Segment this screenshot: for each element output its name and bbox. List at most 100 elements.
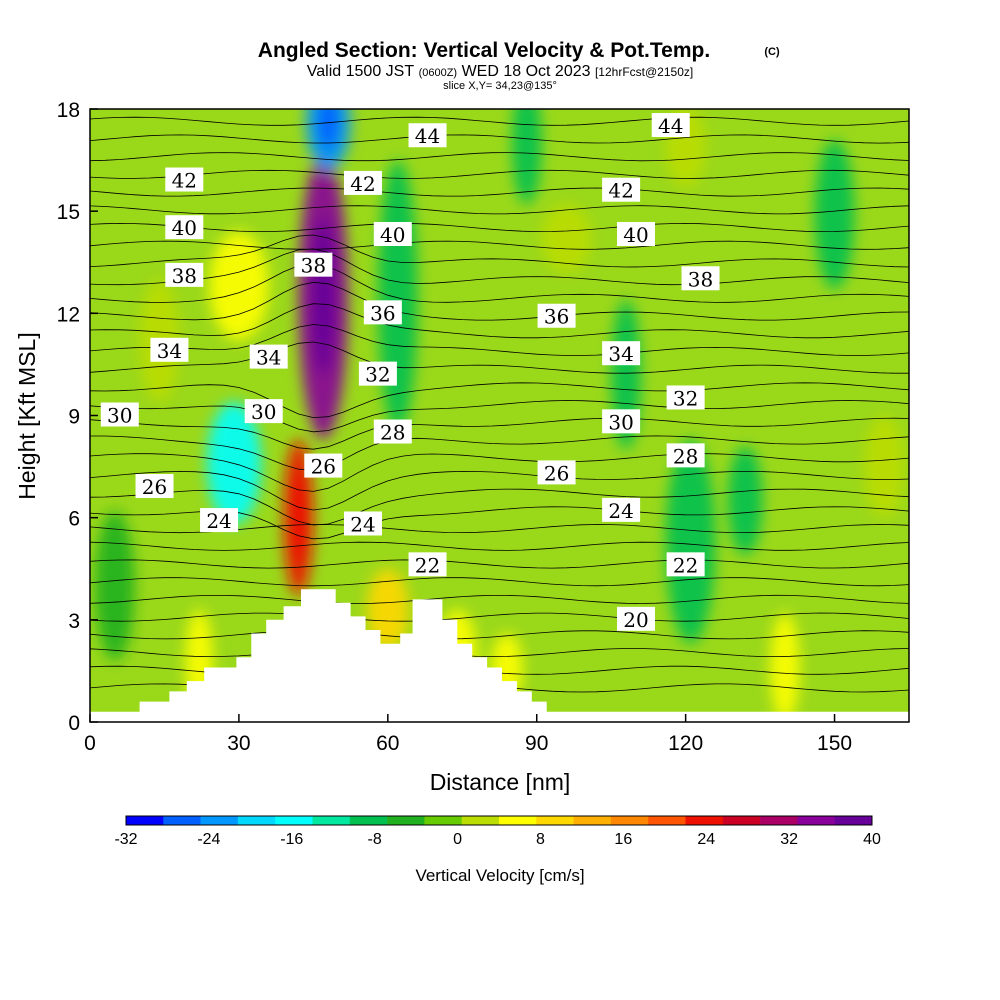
colorbar-swatch <box>461 816 500 825</box>
contour-label: 24 <box>344 511 382 536</box>
theta-contour-line <box>90 116 909 126</box>
contour-label: 40 <box>373 222 412 247</box>
colorbar-swatch <box>685 816 724 825</box>
theta-contour-line <box>90 559 909 569</box>
y-axis-label: Height [Kft MSL] <box>14 332 40 499</box>
x-tick-label: 150 <box>817 732 852 755</box>
velocity-blob <box>209 231 269 341</box>
contour-label: 32 <box>666 385 705 410</box>
colorbar-tick-label: -8 <box>368 831 382 848</box>
contour-label: 30 <box>100 402 139 428</box>
y-tick-label: 18 <box>57 99 80 122</box>
x-axis-label: Distance [nm] <box>430 769 571 795</box>
contour-label: 24 <box>602 497 641 523</box>
contour-label-text: 34 <box>608 342 633 366</box>
theta-contour-line <box>90 240 909 250</box>
theta-contour-line <box>90 248 909 286</box>
contour-label: 28 <box>373 419 412 445</box>
colorbar-tick-label: 0 <box>453 831 462 848</box>
y-tick-label: 9 <box>68 406 80 429</box>
x-tick-label: 60 <box>376 732 399 755</box>
theta-contour-line <box>90 594 909 604</box>
contour-label-text: 22 <box>415 553 440 577</box>
contour-label-text: 40 <box>172 216 197 240</box>
colorbar-tick-label: 8 <box>536 831 545 848</box>
colorbar-swatch <box>237 816 276 825</box>
contour-label-text: 22 <box>673 553 698 577</box>
contour-label: 24 <box>200 508 239 533</box>
velocity-core <box>291 474 306 561</box>
colorbar-tick-label: 32 <box>780 831 798 848</box>
theta-contour-line <box>90 234 909 268</box>
theta-contour-line <box>90 134 909 144</box>
contour-label-text: 44 <box>658 114 683 138</box>
x-axis: 0 30 60 90 120 150 <box>84 714 852 755</box>
contour-label: 20 <box>617 606 655 632</box>
velocity-blob <box>770 613 800 722</box>
title-main: Angled Section: Vertical Velocity & Pot.… <box>258 39 710 62</box>
colorbar-tick-label: -16 <box>280 831 303 848</box>
colorbar-swatch <box>610 816 649 825</box>
colorbar-tick-label: 40 <box>863 831 881 848</box>
contour-label-text: 36 <box>544 305 569 329</box>
colorbar-swatch <box>275 816 313 825</box>
y-tick-label: 0 <box>68 712 80 735</box>
velocity-core <box>312 217 335 375</box>
terrain <box>90 589 909 722</box>
colorbar: -32 -24 -16 -8 0 8 16 24 32 40 <box>114 815 881 848</box>
valid-utc: (0600Z) <box>419 67 458 79</box>
colorbar-swatch <box>573 816 612 825</box>
contour-label: 26 <box>304 453 343 479</box>
velocity-blob <box>94 510 135 661</box>
forecast-info: [12hrFcst@2150z] <box>595 65 693 79</box>
contour-label-text: 38 <box>172 264 197 288</box>
theta-contour-line <box>90 630 909 640</box>
colorbar-title: Vertical Velocity [cm/s] <box>415 866 584 885</box>
contour-label-text: 34 <box>157 339 182 363</box>
contour-label-text: 40 <box>623 223 648 247</box>
contour-label-text: 28 <box>673 444 698 468</box>
contour-label-text: 38 <box>688 267 713 291</box>
velocity-blob <box>665 439 716 644</box>
theta-contour-line <box>90 382 909 419</box>
y-axis: 0 3 6 9 12 15 18 <box>57 99 98 735</box>
theta-contour-line <box>90 222 909 233</box>
contour-labels: 44 44 42 42 42 40 40 40 38 38 38 36 36 34 34 34 32 32 30 30… <box>100 113 720 632</box>
theta-contour-line <box>90 281 909 321</box>
y-tick-label: 15 <box>57 201 80 224</box>
velocity-blob <box>727 446 763 556</box>
contour-label: 32 <box>358 361 397 387</box>
contour-label-text: 28 <box>380 421 405 445</box>
colorbar-frame <box>125 815 873 826</box>
contour-label: 42 <box>602 177 641 203</box>
contour-label-text: 30 <box>251 400 276 424</box>
theta-contour-line <box>90 453 909 492</box>
contour-label-text: 26 <box>311 455 336 479</box>
title-subtitle: Valid 1500 JST (0600Z) WED 18 Oct 2023 [… <box>307 63 693 80</box>
contour-label-text: 26 <box>544 461 569 485</box>
x-tick-label: 120 <box>668 732 703 755</box>
contour-label: 34 <box>150 337 189 363</box>
contour-label: 28 <box>666 443 705 468</box>
theta-contour-line <box>90 152 909 162</box>
colorbar-swatch <box>126 816 164 825</box>
colorbar-swatch <box>499 816 537 825</box>
potential-temperature-contours <box>90 100 909 693</box>
contour-label: 44 <box>651 113 690 138</box>
contour-label-text: 24 <box>608 499 633 523</box>
theta-contour-line <box>90 100 909 108</box>
colorbar-swatch <box>387 816 425 825</box>
valid-prefix: Valid 1500 JST <box>307 63 415 80</box>
colorbar-swatch <box>536 816 574 825</box>
velocity-core <box>318 109 339 149</box>
slice-info: slice X,Y= 34,23@135° <box>443 80 557 92</box>
contour-label: 40 <box>617 222 655 247</box>
contour-label-text: 40 <box>380 223 405 247</box>
theta-contour-line <box>90 263 909 303</box>
colorbar-tick-label: -24 <box>197 831 220 848</box>
velocity-blob <box>864 415 905 518</box>
x-tick-label: 0 <box>84 732 96 755</box>
colorbar-swatch <box>163 816 201 825</box>
contour-label-text: 38 <box>301 254 326 278</box>
